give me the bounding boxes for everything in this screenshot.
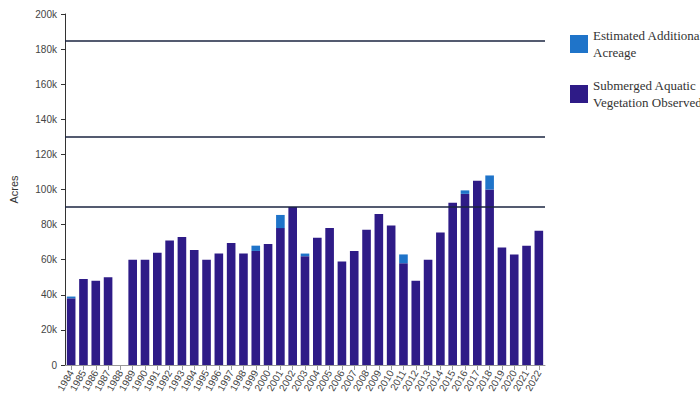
svg-text:200k: 200k bbox=[35, 9, 58, 20]
svg-text:Vegetation Observed: Vegetation Observed bbox=[593, 95, 700, 110]
svg-text:1990: 1990 bbox=[129, 368, 150, 393]
svg-text:2018: 2018 bbox=[473, 368, 495, 393]
svg-text:2005: 2005 bbox=[313, 368, 335, 393]
svg-text:2010: 2010 bbox=[375, 368, 396, 393]
svg-text:1989: 1989 bbox=[116, 368, 138, 393]
svg-text:2000: 2000 bbox=[252, 368, 273, 393]
svg-text:2020: 2020 bbox=[498, 368, 519, 393]
svg-text:2014: 2014 bbox=[424, 368, 446, 393]
svg-text:2017: 2017 bbox=[461, 368, 483, 393]
svg-text:2009: 2009 bbox=[363, 368, 384, 393]
svg-text:20k: 20k bbox=[41, 324, 58, 335]
svg-text:Acreage: Acreage bbox=[593, 45, 637, 60]
svg-text:60k: 60k bbox=[41, 254, 58, 265]
svg-text:1984: 1984 bbox=[55, 368, 76, 393]
svg-text:2001: 2001 bbox=[264, 368, 286, 393]
svg-text:2019: 2019 bbox=[486, 368, 507, 393]
svg-text:1985: 1985 bbox=[67, 368, 89, 393]
svg-text:0: 0 bbox=[51, 360, 57, 371]
svg-text:2016: 2016 bbox=[449, 368, 470, 393]
svg-text:2021: 2021 bbox=[510, 368, 532, 393]
svg-text:1991: 1991 bbox=[141, 368, 163, 393]
svg-text:2002: 2002 bbox=[276, 368, 298, 393]
svg-text:Submerged Aquatic: Submerged Aquatic bbox=[593, 78, 699, 93]
svg-text:2008: 2008 bbox=[350, 368, 372, 393]
svg-text:2013: 2013 bbox=[412, 368, 433, 393]
svg-text:160k: 160k bbox=[35, 79, 58, 90]
svg-text:1997: 1997 bbox=[215, 368, 236, 393]
svg-text:1996: 1996 bbox=[203, 368, 224, 393]
svg-text:2003: 2003 bbox=[289, 368, 310, 393]
svg-text:180k: 180k bbox=[35, 44, 58, 55]
svg-text:2012: 2012 bbox=[399, 368, 421, 393]
svg-text:140k: 140k bbox=[35, 114, 58, 125]
svg-text:2007: 2007 bbox=[338, 368, 359, 393]
svg-text:80k: 80k bbox=[41, 219, 58, 230]
svg-text:100k: 100k bbox=[35, 184, 58, 195]
svg-text:1992: 1992 bbox=[153, 368, 175, 393]
svg-text:2022: 2022 bbox=[523, 368, 544, 393]
svg-text:1999: 1999 bbox=[239, 368, 261, 393]
svg-text:2004: 2004 bbox=[301, 368, 323, 393]
svg-text:1994: 1994 bbox=[178, 368, 199, 393]
svg-text:Acres: Acres bbox=[8, 175, 20, 204]
svg-text:2011: 2011 bbox=[388, 368, 409, 393]
svg-text:1995: 1995 bbox=[190, 368, 212, 393]
svg-text:2006: 2006 bbox=[326, 368, 347, 393]
svg-text:1987: 1987 bbox=[92, 368, 113, 393]
svg-text:Estimated Additional: Estimated Additional bbox=[593, 28, 700, 43]
svg-text:1986: 1986 bbox=[79, 368, 101, 393]
svg-text:1998: 1998 bbox=[227, 368, 249, 393]
svg-text:1988: 1988 bbox=[104, 368, 126, 393]
svg-text:120k: 120k bbox=[35, 149, 58, 160]
svg-text:40k: 40k bbox=[41, 289, 58, 300]
svg-text:2015: 2015 bbox=[436, 368, 458, 393]
svg-text:1993: 1993 bbox=[166, 368, 187, 393]
